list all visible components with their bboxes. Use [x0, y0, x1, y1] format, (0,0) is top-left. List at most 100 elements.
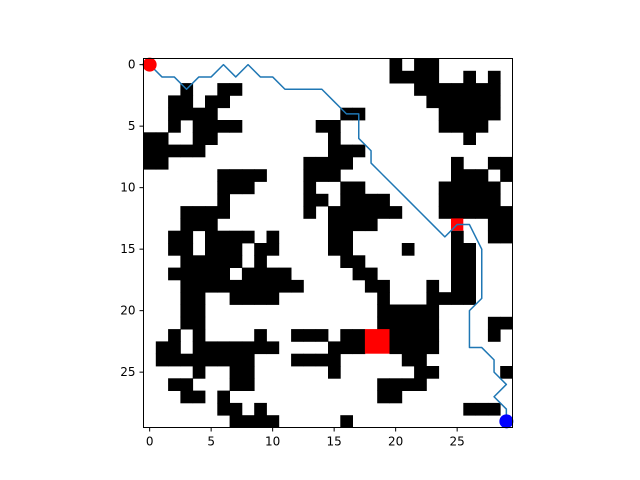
obstacle-cell — [414, 304, 427, 318]
obstacle-cell — [205, 218, 218, 232]
obstacle-cell — [352, 341, 366, 355]
obstacle-cell — [340, 329, 353, 342]
obstacle-cell — [389, 206, 403, 219]
y-tick-label: 10 — [120, 181, 135, 195]
obstacle-cell — [487, 230, 501, 244]
obstacle-cell — [463, 267, 476, 281]
obstacle-cell — [217, 120, 230, 133]
obstacle-cell — [241, 230, 255, 244]
obstacle-cell — [426, 316, 440, 330]
obstacle-cell — [266, 243, 280, 256]
obstacle-cell — [451, 120, 464, 133]
obstacle-cell — [254, 329, 267, 342]
obstacle-cell — [328, 132, 341, 145]
obstacle-cell — [217, 267, 230, 281]
obstacle-cell — [168, 107, 181, 121]
obstacle-cell — [180, 95, 194, 109]
obstacle-cell — [352, 267, 366, 281]
obstacle-cell — [438, 181, 452, 195]
obstacle-cell — [254, 402, 267, 416]
highlight-cells — [364, 218, 464, 354]
obstacle-cell — [401, 341, 415, 355]
obstacle-cell — [364, 279, 378, 293]
obstacle-cell — [414, 316, 427, 330]
obstacle-cell — [500, 169, 513, 182]
obstacle-cell — [229, 353, 243, 367]
obstacle-cell — [451, 181, 464, 195]
obstacle-cell — [328, 169, 341, 182]
obstacle-cell — [266, 230, 280, 244]
obstacle-cell — [168, 230, 181, 244]
obstacle-cell — [352, 193, 366, 207]
obstacle-cell — [401, 353, 415, 367]
obstacle-cell — [414, 378, 427, 391]
obstacle-cell — [487, 329, 501, 342]
obstacle-cell — [328, 120, 341, 133]
obstacle-cell — [451, 83, 464, 96]
highlight-cell — [364, 329, 390, 354]
obstacle-cell — [205, 206, 218, 219]
obstacle-cell — [487, 402, 501, 416]
obstacle-cell — [315, 156, 329, 170]
obstacle-cell — [217, 193, 230, 207]
obstacle-cell — [315, 193, 329, 207]
obstacle-cell — [205, 230, 218, 244]
obstacle-cell — [340, 156, 353, 170]
obstacle-cell — [364, 267, 378, 281]
obstacle-cell — [352, 144, 366, 158]
obstacle-cell — [389, 58, 403, 72]
obstacle-cell — [303, 353, 317, 367]
obstacle-cell — [180, 267, 194, 281]
obstacle-cell — [377, 390, 390, 404]
obstacle-cell — [328, 230, 341, 244]
obstacle-cell — [389, 341, 403, 355]
obstacle-cell — [315, 353, 329, 367]
x-tick-label: 20 — [388, 435, 403, 449]
obstacle-cell — [180, 206, 194, 219]
y-tick-label: 5 — [128, 119, 136, 133]
obstacle-cell — [426, 292, 440, 305]
obstacle-cell — [254, 169, 267, 182]
obstacle-cell — [475, 95, 489, 109]
obstacle-cell — [303, 329, 317, 342]
obstacle-cell — [254, 279, 267, 293]
obstacle-cell — [266, 341, 280, 355]
obstacle-cell — [426, 341, 440, 355]
obstacle-cell — [451, 255, 464, 268]
obstacle-cell — [475, 193, 489, 207]
obstacle-cell — [401, 70, 415, 84]
obstacle-cell — [168, 120, 181, 133]
y-tick-label: 0 — [128, 58, 136, 72]
x-axis: 0 5 10 15 20 25 — [146, 427, 465, 449]
obstacle-cell — [463, 243, 476, 256]
obstacle-cell — [241, 279, 255, 293]
obstacle-cell — [266, 279, 280, 293]
obstacle-cell — [401, 329, 415, 342]
obstacle-cell — [438, 95, 452, 109]
obstacle-cell — [229, 243, 243, 256]
obstacle-cell — [451, 169, 464, 182]
obstacle-cell — [389, 304, 403, 318]
obstacle-cell — [426, 366, 440, 379]
obstacle-cell — [463, 193, 476, 207]
obstacle-cell — [241, 366, 255, 379]
obstacle-cell — [192, 206, 206, 219]
obstacle-cell — [401, 378, 415, 391]
obstacle-cell — [192, 279, 206, 293]
obstacle-cell — [426, 95, 440, 109]
obstacle-cell — [180, 304, 194, 318]
obstacle-cell — [463, 169, 476, 182]
obstacle-cell — [463, 292, 476, 305]
obstacle-cell — [487, 107, 501, 121]
obstacle-cell — [438, 193, 452, 207]
obstacle-cell — [168, 267, 181, 281]
obstacle-cell — [414, 353, 427, 367]
obstacle-cell — [168, 329, 181, 342]
obstacle-cell — [487, 181, 501, 195]
obstacle-cell — [414, 366, 427, 379]
obstacle-cell — [180, 218, 194, 232]
obstacle-cell — [328, 366, 341, 379]
obstacle-cell — [254, 267, 267, 281]
obstacle-cell — [475, 181, 489, 195]
obstacle-cell — [192, 132, 206, 145]
